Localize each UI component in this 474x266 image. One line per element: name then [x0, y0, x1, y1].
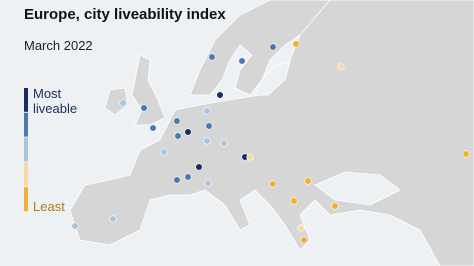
city-dot	[71, 222, 79, 230]
city-dot	[337, 63, 345, 71]
city-dot	[160, 148, 168, 156]
city-dot	[173, 117, 181, 125]
city-dot	[246, 153, 254, 161]
legend-swatch	[24, 88, 28, 112]
black-sea	[314, 171, 401, 206]
legend-swatch	[24, 112, 28, 137]
subtitle: March 2022	[24, 38, 93, 53]
city-dot	[204, 179, 212, 187]
city-dots	[71, 40, 470, 244]
great-britain	[131, 54, 166, 126]
city-dot	[174, 132, 182, 140]
city-dot	[297, 224, 305, 232]
city-dot	[184, 173, 192, 181]
legend-swatch	[24, 187, 28, 211]
city-dot	[300, 236, 308, 244]
ireland	[104, 87, 129, 116]
baltic-sea	[254, 61, 291, 96]
city-dot	[140, 104, 148, 112]
land	[69, 0, 474, 266]
city-dot	[216, 91, 224, 99]
city-dot	[238, 57, 246, 65]
city-dot	[203, 137, 211, 145]
city-dot	[269, 180, 277, 188]
city-dot	[203, 107, 211, 115]
legend-swatch	[24, 162, 28, 187]
legend-bottom-label: Least	[33, 199, 65, 214]
city-dot	[208, 53, 216, 61]
city-dot	[331, 202, 339, 210]
legend-top-label: Most liveable	[33, 86, 78, 116]
legend-bar	[24, 88, 28, 211]
city-dot	[173, 176, 181, 184]
city-dot	[205, 122, 213, 130]
city-dot	[290, 197, 298, 205]
title: Europe, city liveability index	[24, 6, 226, 23]
city-dot	[184, 128, 192, 136]
city-dot	[292, 40, 300, 48]
scandinavia	[189, 0, 331, 96]
city-dot	[119, 99, 127, 107]
city-dot	[149, 124, 157, 132]
legend-swatch	[24, 137, 28, 162]
city-dot	[195, 163, 203, 171]
city-dot	[269, 43, 277, 51]
city-dot	[109, 215, 117, 223]
city-dot	[462, 150, 470, 158]
city-dot	[220, 139, 228, 147]
city-dot	[304, 177, 312, 185]
